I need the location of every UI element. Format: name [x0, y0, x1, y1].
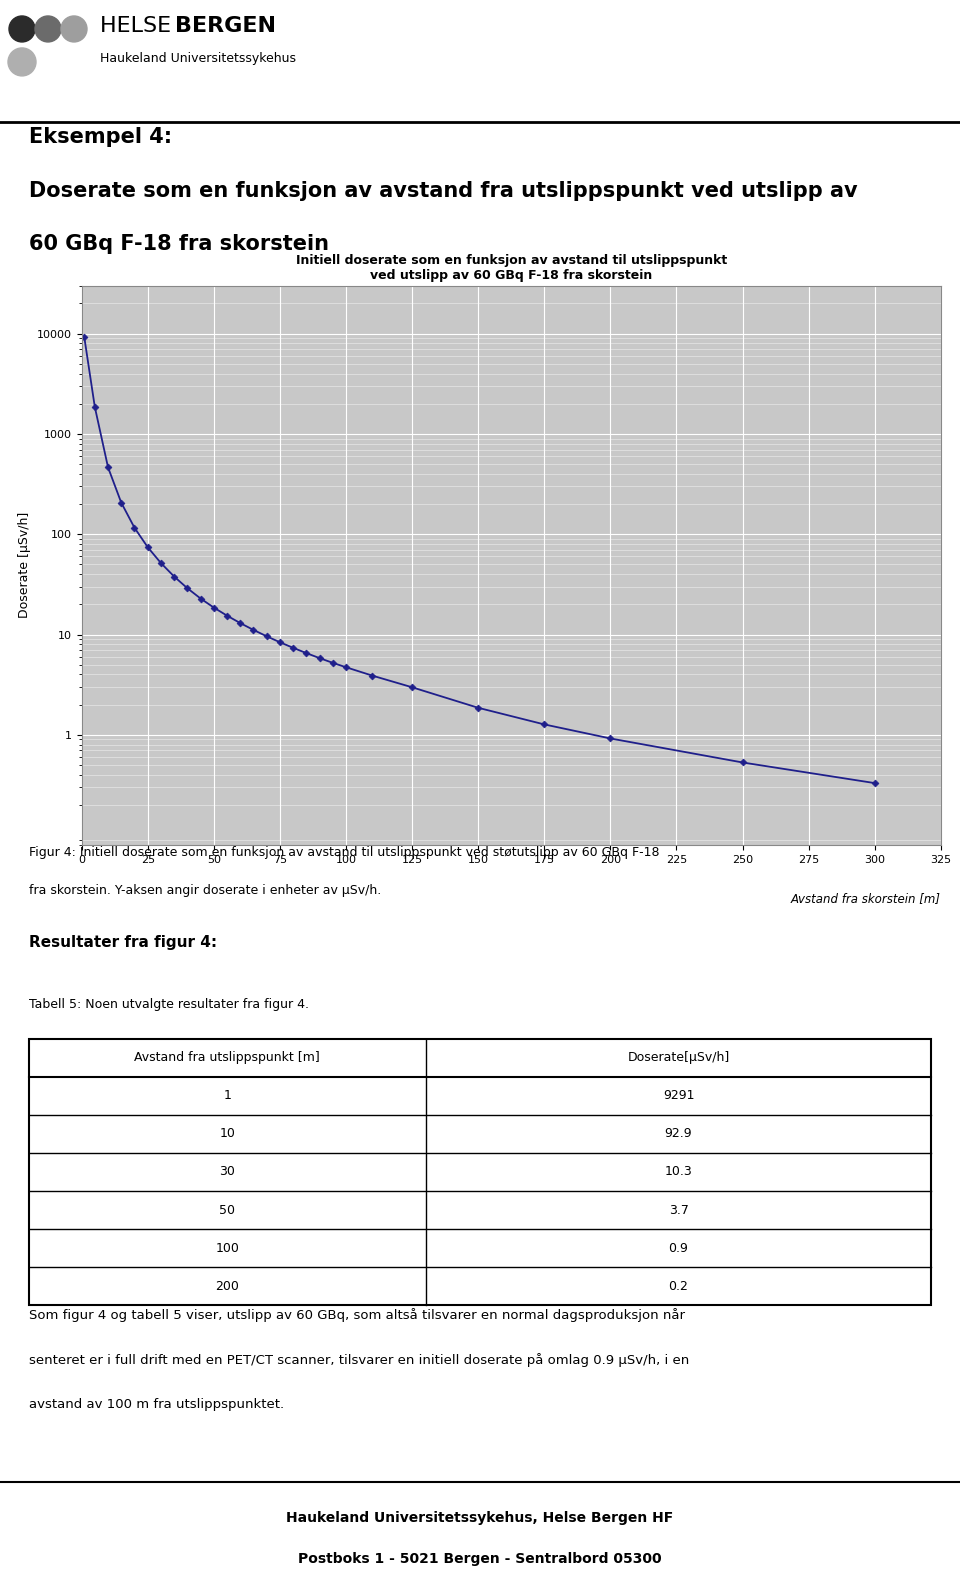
- Text: Tabell 5: Noen utvalgte resultater fra figur 4.: Tabell 5: Noen utvalgte resultater fra f…: [29, 997, 309, 1010]
- Text: 0.9: 0.9: [668, 1242, 688, 1255]
- Circle shape: [61, 16, 87, 41]
- Circle shape: [9, 16, 35, 41]
- Text: Avstand fra skorstein [m]: Avstand fra skorstein [m]: [791, 892, 941, 905]
- Y-axis label: Doserate [μSv/h]: Doserate [μSv/h]: [18, 513, 32, 618]
- Text: Doserate som en funksjon av avstand fra utslippspunkt ved utslipp av: Doserate som en funksjon av avstand fra …: [29, 181, 857, 200]
- Circle shape: [35, 16, 61, 41]
- Text: 100: 100: [215, 1242, 239, 1255]
- Text: Eksempel 4:: Eksempel 4:: [29, 127, 172, 146]
- Text: 60 GBq F-18 fra skorstein: 60 GBq F-18 fra skorstein: [29, 235, 328, 254]
- Text: 0.2: 0.2: [668, 1280, 688, 1293]
- Text: 1: 1: [224, 1089, 231, 1102]
- Text: 92.9: 92.9: [664, 1127, 692, 1140]
- Text: Figur 4: Initiell doserate som en funksjon av avstand til utslippspunkt ved støt: Figur 4: Initiell doserate som en funksj…: [29, 846, 660, 859]
- Text: fra skorstein. Y-aksen angir doserate i enheter av μSv/h.: fra skorstein. Y-aksen angir doserate i …: [29, 883, 381, 897]
- Text: senteret er i full drift med en PET/CT scanner, tilsvarer en initiell doserate p: senteret er i full drift med en PET/CT s…: [29, 1353, 689, 1367]
- Text: Som figur 4 og tabell 5 viser, utslipp av 60 GBq, som altså tilsvarer en normal : Som figur 4 og tabell 5 viser, utslipp a…: [29, 1309, 684, 1321]
- Title: Initiell doserate som en funksjon av avstand til utslippspunkt
ved utslipp av 60: Initiell doserate som en funksjon av avs…: [296, 254, 727, 283]
- Text: 9291: 9291: [662, 1089, 694, 1102]
- Text: 30: 30: [220, 1166, 235, 1178]
- Text: HELSE: HELSE: [100, 16, 179, 37]
- Text: 200: 200: [215, 1280, 239, 1293]
- Text: avstand av 100 m fra utslippspunktet.: avstand av 100 m fra utslippspunktet.: [29, 1397, 284, 1410]
- Circle shape: [8, 48, 36, 76]
- Text: Postboks 1 - 5021 Bergen - Sentralbord 05300: Postboks 1 - 5021 Bergen - Sentralbord 0…: [299, 1551, 661, 1566]
- Text: 50: 50: [219, 1204, 235, 1216]
- Text: Haukeland Universitetssykehus, Helse Bergen HF: Haukeland Universitetssykehus, Helse Ber…: [286, 1510, 674, 1524]
- Text: 10: 10: [220, 1127, 235, 1140]
- Text: 10.3: 10.3: [664, 1166, 692, 1178]
- Text: Doserate[μSv/h]: Doserate[μSv/h]: [628, 1051, 730, 1064]
- Text: Resultater fra figur 4:: Resultater fra figur 4:: [29, 935, 217, 950]
- Text: BERGEN: BERGEN: [175, 16, 276, 37]
- Text: Haukeland Universitetssykehus: Haukeland Universitetssykehus: [100, 52, 296, 65]
- Text: 3.7: 3.7: [668, 1204, 688, 1216]
- Text: Avstand fra utslippspunkt [m]: Avstand fra utslippspunkt [m]: [134, 1051, 321, 1064]
